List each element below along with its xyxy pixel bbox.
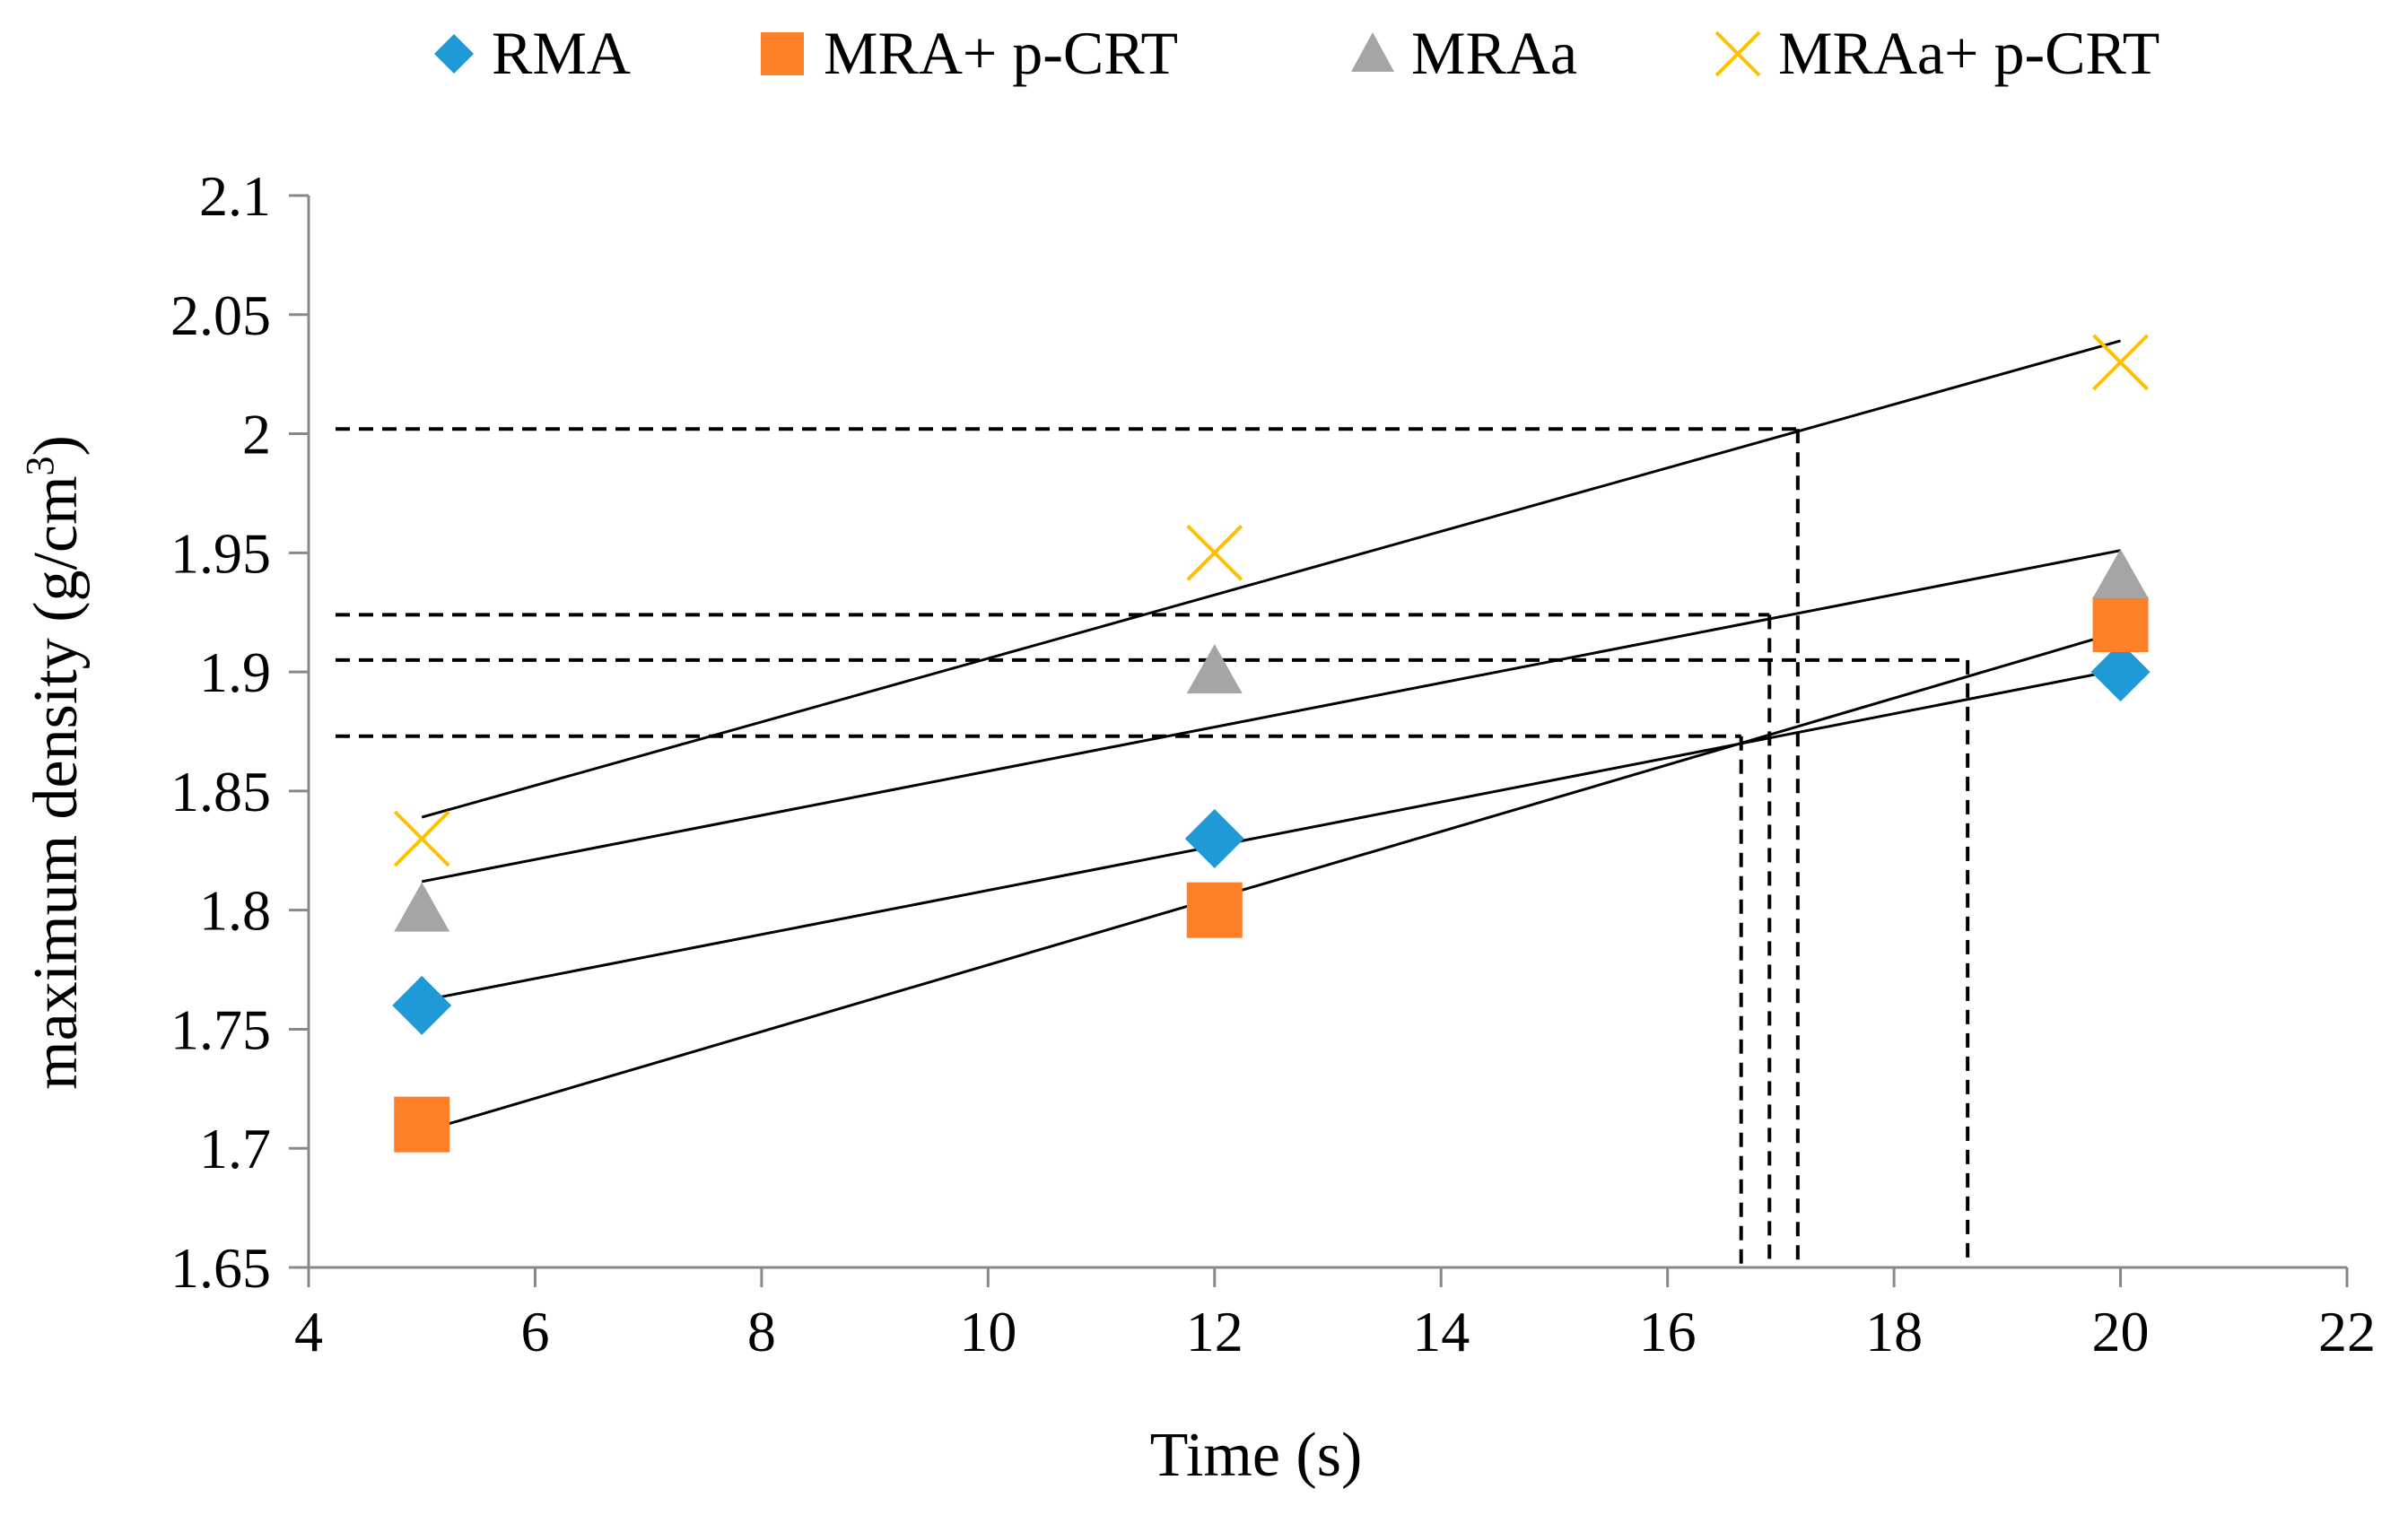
y-axis-title-text: maximum density (g/cm: [22, 475, 91, 1089]
data-point-rma: [1184, 809, 1244, 868]
axes-group: [289, 194, 2349, 1287]
y-tick-label: 1.75: [170, 997, 271, 1061]
y-tick-label: 1.85: [170, 760, 271, 823]
y-tick-label: 1.95: [170, 521, 271, 585]
y-tick-label: 1.8: [199, 879, 271, 943]
trendline-mraa: [421, 549, 2121, 884]
legend-label-mraa-p-crt: MRAa+ p-CRT: [1778, 19, 2159, 87]
legend: RMA MRA+ p-CRT MRAa MRAa+ p-CRT: [434, 19, 2159, 87]
x-tick-label: 4: [294, 1300, 323, 1363]
y-tick-label: 1.65: [170, 1236, 271, 1300]
x-tick-label: 22: [2318, 1300, 2376, 1363]
data-point-mra-p-crt: [2092, 596, 2149, 652]
legend-swatch: [1351, 32, 1394, 72]
x-tick-label: 6: [520, 1300, 549, 1363]
reference-lines-group: [336, 427, 1970, 1267]
y-axis-title: maximum density (g/cm3): [18, 435, 91, 1090]
legend-item-mraa: MRAa: [1351, 19, 1577, 87]
y-tick-label: 2: [242, 403, 271, 466]
legend-item-mraa-p-crt: MRAa+ p-CRT: [1714, 19, 2159, 87]
legend-marker-mraa: [1351, 32, 1394, 72]
x-tick-label: 10: [959, 1300, 1016, 1363]
legend-label-mra-p-crt: MRA+ p-CRT: [824, 19, 1178, 87]
x-tick-label: 12: [1186, 1300, 1243, 1363]
trendline-rma: [421, 667, 2121, 1003]
legend-label-rma: RMA: [492, 19, 631, 87]
trendline-mra-p-crt: [421, 630, 2121, 1134]
x-tick-label: 14: [1412, 1300, 1470, 1363]
trendline-mraa-p-crt: [421, 339, 2121, 819]
data-point-rma: [2090, 642, 2151, 702]
data-point-mraa-p-crt-stroke-b: [393, 810, 450, 867]
data-point-rma: [392, 975, 452, 1035]
y-tick-label: 2.05: [170, 283, 271, 347]
legend-swatch: [434, 34, 474, 74]
data-point-mraa: [1186, 644, 1243, 694]
data-point-mra-p-crt: [394, 1096, 450, 1153]
y-tick-label: 1.9: [199, 640, 271, 704]
x-tick-label: 18: [1865, 1300, 1923, 1363]
data-point-mraa-p-crt-stroke-b: [2092, 334, 2149, 391]
data-point-mraa-p-crt: [393, 810, 450, 867]
x-axis-title: Time (s): [1150, 1421, 1363, 1490]
y-axis-title-superscript: 3: [18, 456, 62, 475]
y-tick-label: 1.7: [199, 1117, 271, 1180]
trendlines-group: [421, 339, 2121, 1134]
y-axis-title-close: ): [22, 435, 91, 456]
legend-item-mra-p-crt: MRA+ p-CRT: [761, 19, 1178, 87]
tick-labels-group: 1.65 1.7 1.75 1.8 1.85 1.9 1.95 2 2.05 2.1 4 6 8 10 12…: [170, 164, 2376, 1363]
legend-item-rma: RMA: [434, 19, 631, 87]
legend-swatch: [761, 32, 804, 75]
legend-marker-rma: [434, 34, 474, 74]
data-point-mraa-p-crt: [2092, 334, 2149, 391]
data-point-mraa-p-crt: [1186, 524, 1243, 581]
legend-marker-mraa-p-crt: [1714, 30, 1761, 77]
legend-label-mraa: MRAa: [1411, 19, 1577, 87]
data-point-mraa-p-crt-stroke-b: [1186, 524, 1243, 581]
legend-swatch-b: [1714, 30, 1761, 77]
data-point-mraa: [394, 882, 450, 932]
data-point-mraa: [2092, 548, 2149, 598]
data-points-group: [392, 334, 2151, 1153]
x-tick-label: 8: [747, 1300, 776, 1363]
x-tick-label: 16: [1639, 1300, 1697, 1363]
data-point-mra-p-crt: [1186, 882, 1243, 938]
legend-marker-mra-p-crt: [761, 32, 804, 75]
x-tick-label: 20: [2092, 1300, 2150, 1363]
y-tick-label: 2.1: [199, 164, 271, 228]
